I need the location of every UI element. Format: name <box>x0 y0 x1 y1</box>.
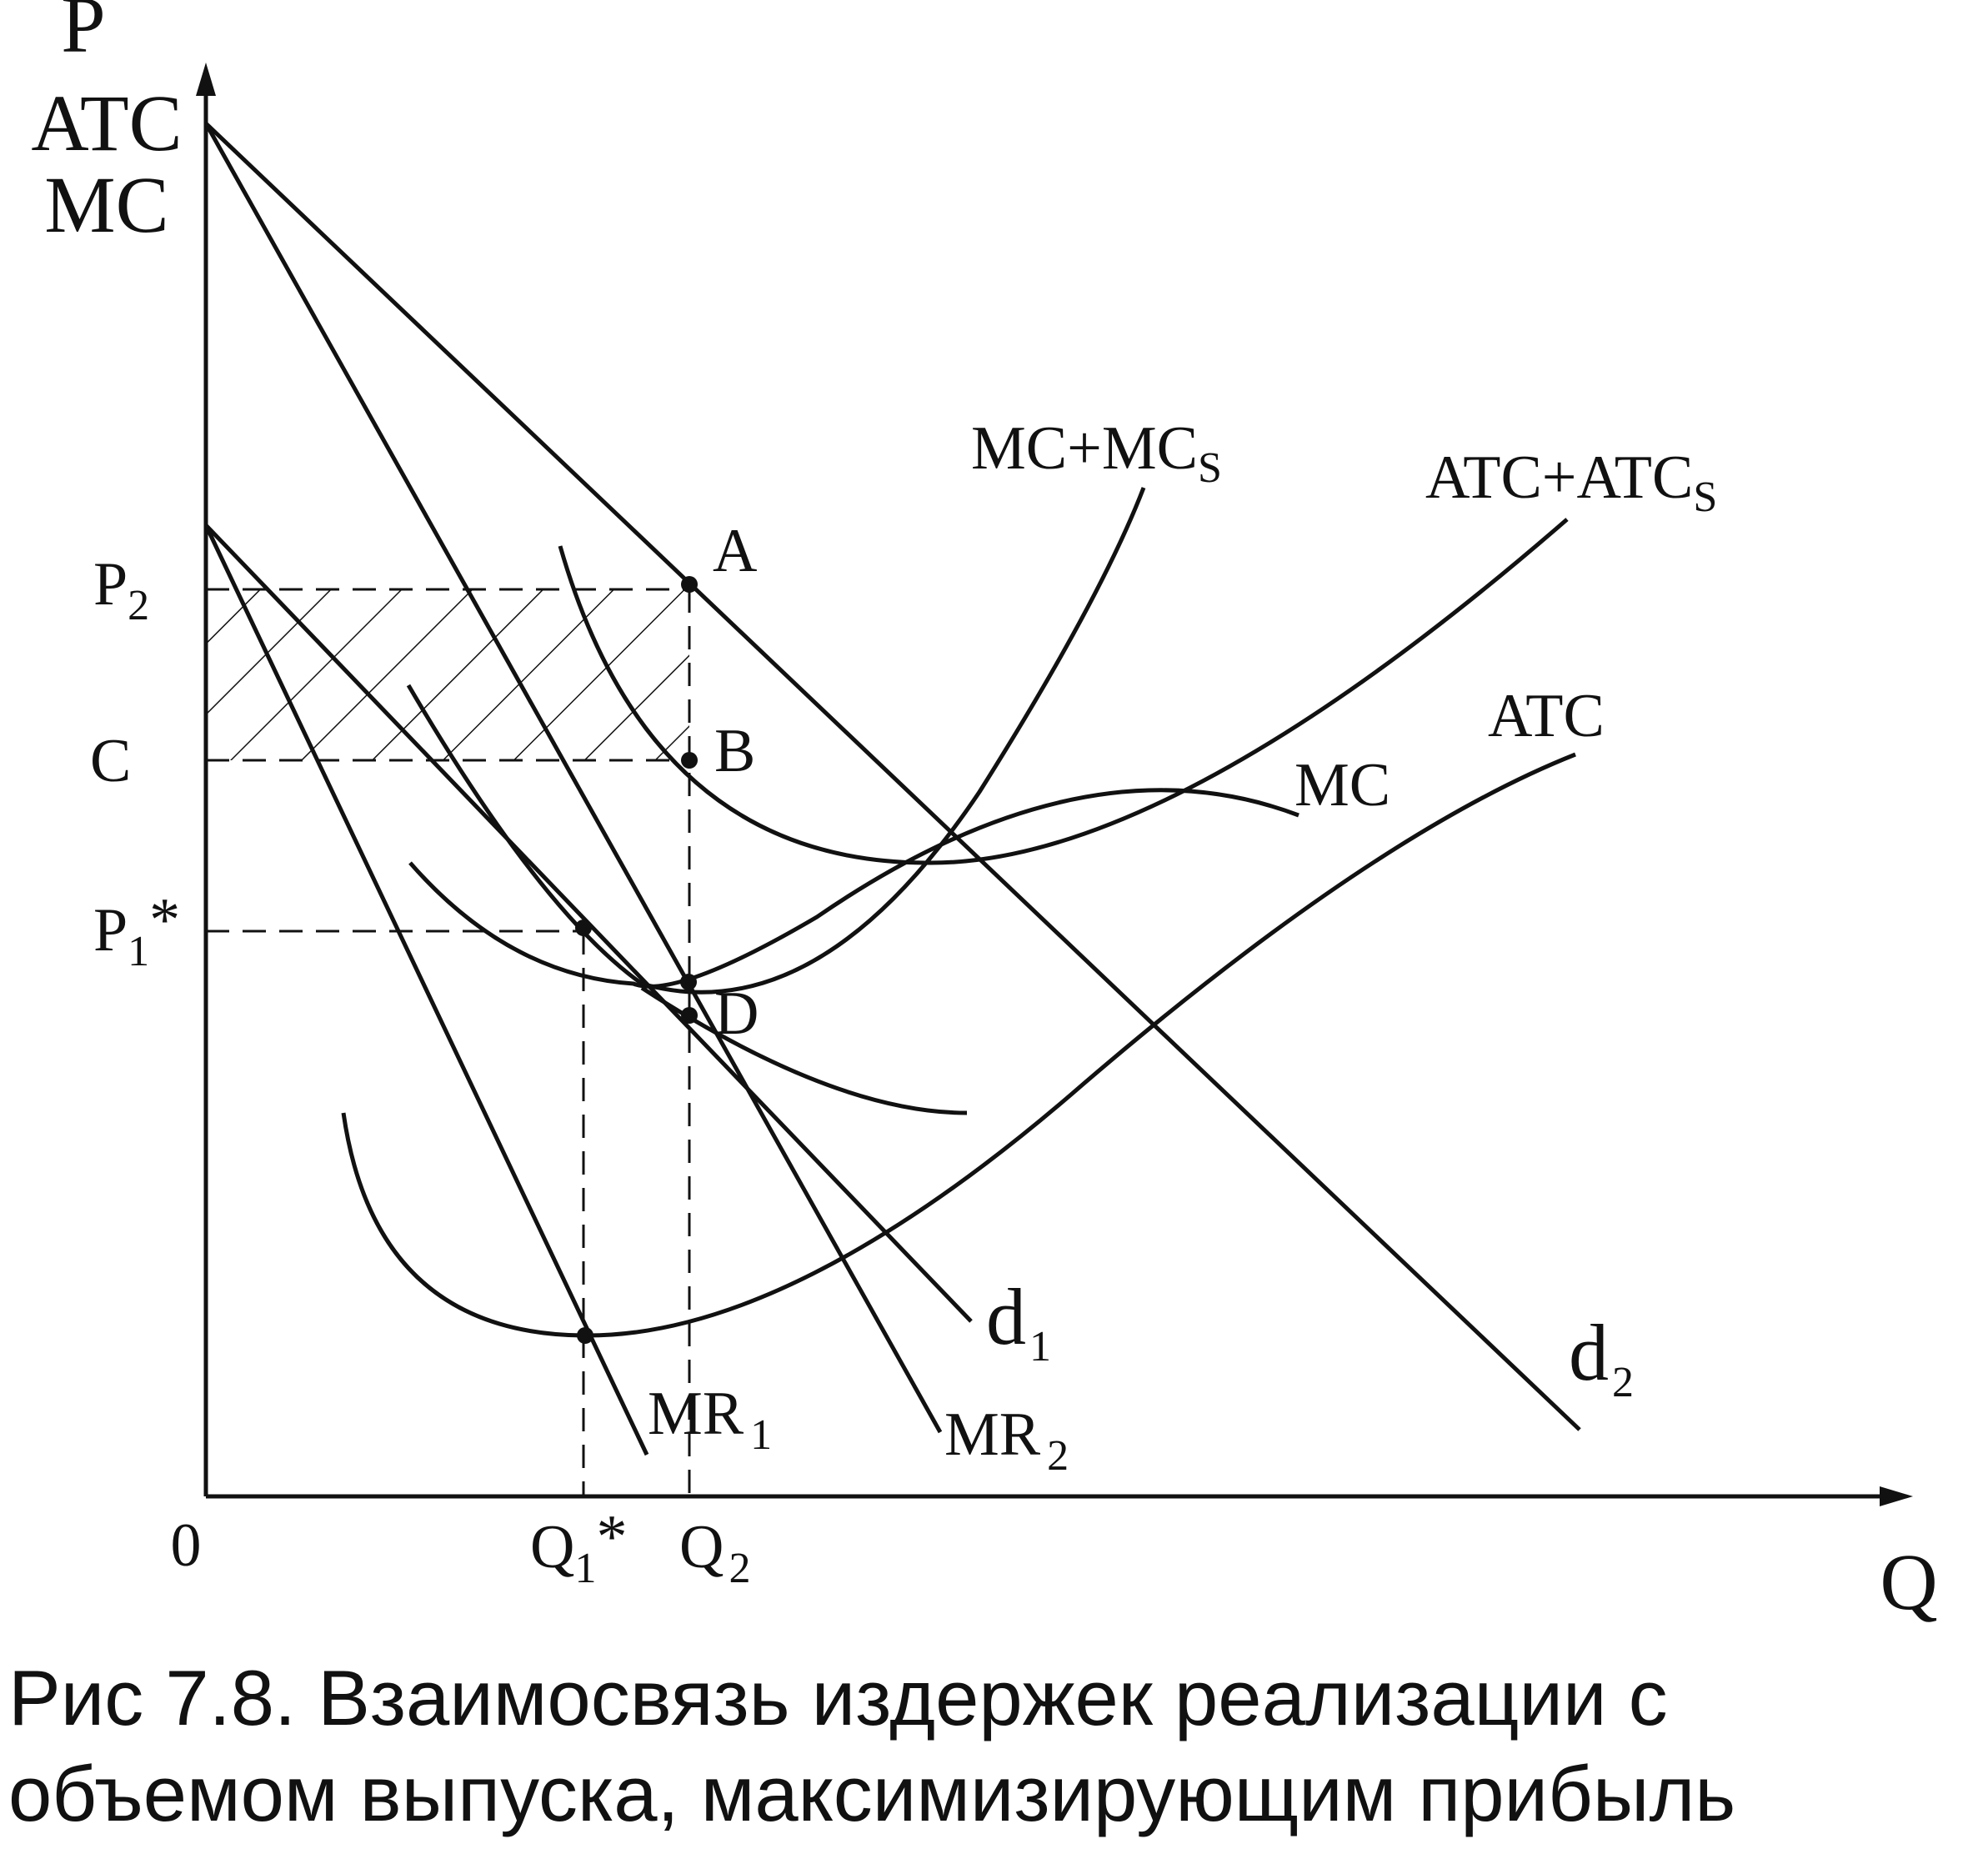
point-b-dot <box>681 752 698 769</box>
mr2-line <box>203 122 943 1434</box>
y-axis-label-line-3: MC <box>44 160 168 249</box>
d2-label: d2 <box>1569 1308 1634 1406</box>
c-label: C <box>90 727 131 795</box>
point-a-label: A <box>713 517 757 585</box>
point-p1-dot <box>575 919 592 936</box>
point-a-dot <box>681 576 698 593</box>
profit-area-hatched <box>206 589 689 760</box>
x-axis-arrow <box>1880 1486 1913 1506</box>
point-d-dot <box>681 1007 698 1024</box>
mc-plus-mcs-curve <box>406 487 1146 995</box>
atc-curve <box>341 752 1576 1338</box>
atc-plus-atcs-label: ATC+ATCS <box>1425 443 1717 521</box>
mc-plus-mcs-label: MC+MCS <box>971 414 1222 492</box>
point-b-label: B <box>714 717 755 785</box>
mr1-label: MR 1 <box>648 1380 772 1459</box>
d1-label: d1 <box>986 1272 1051 1370</box>
origin-label: 0 <box>171 1511 202 1580</box>
q1-star-label: Q1* <box>530 1503 627 1592</box>
mc-curve <box>408 788 1299 989</box>
p1-star-label: P1* <box>93 886 180 975</box>
y-axis-label-line-2: ATC <box>31 78 182 168</box>
point-atc-min-dot <box>577 1327 593 1344</box>
mr1-line <box>203 524 649 1456</box>
atc-label: ATC <box>1488 682 1605 750</box>
p2-label: P2 <box>93 550 149 629</box>
figure-caption-line-1: Рис 7.8. Взаимосвязь издержек реализации… <box>8 1654 1668 1741</box>
atc-plus-atcs-curve <box>558 518 1569 865</box>
mc-label: MC <box>1294 751 1390 819</box>
y-axis-arrow <box>196 63 216 96</box>
d2-demand-line <box>204 122 1581 1431</box>
point-d-label: D <box>714 980 759 1048</box>
y-axis-label-line-1: P <box>61 0 105 69</box>
point-mc-intersection-dot <box>680 974 697 990</box>
x-axis-label: Q <box>1880 1537 1937 1626</box>
mr2-label: MR 2 <box>944 1401 1069 1480</box>
figure-caption-line-2: объемом выпуска, максимизирующим прибыль <box>8 1750 1736 1837</box>
